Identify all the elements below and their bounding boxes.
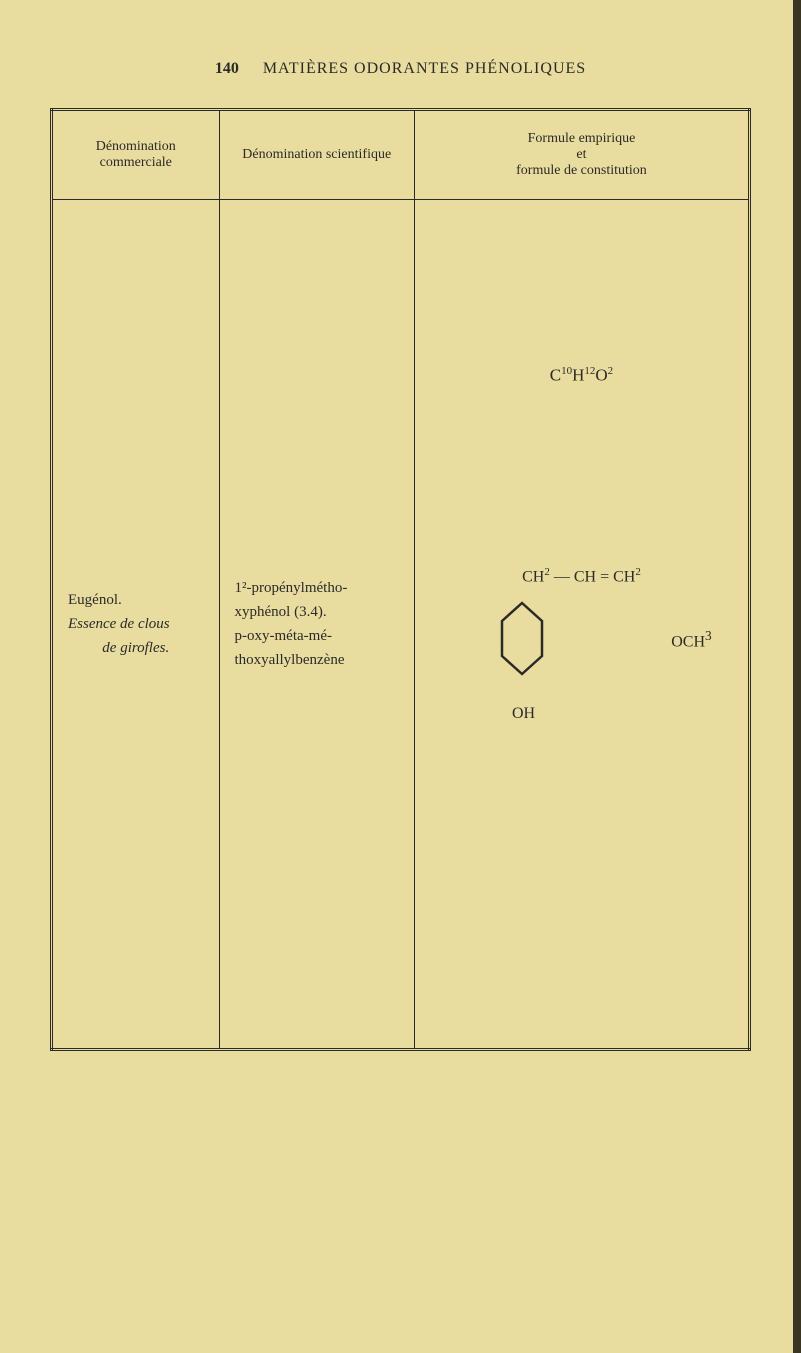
page-edge xyxy=(793,0,801,1353)
constitution-formula: CH2 — CH = CH2 xyxy=(450,566,713,586)
column-header-formula: Formule empirique et formule de constitu… xyxy=(414,110,749,200)
page-header: 140 MATIÈRES ODORANTES PHÉNOLIQUES xyxy=(50,60,751,78)
page-title: MATIÈRES ODORANTES PHÉNOLIQUES xyxy=(263,60,586,78)
cell-commercial: Eugénol. Essence de clous de girofles. xyxy=(52,200,220,1050)
empirical-formula: C10H12O2 xyxy=(450,365,713,386)
och-label: OCH3 xyxy=(671,628,711,651)
commercial-desc: Essence de clous xyxy=(68,612,204,636)
table-row: Eugénol. Essence de clous de girofles. 1… xyxy=(52,200,750,1050)
page-number: 140 xyxy=(215,60,239,78)
commercial-desc2: de girofles. xyxy=(68,636,204,660)
cell-formula: C10H12O2 CH2 — CH = CH2 OCH3 OH xyxy=(414,200,749,1050)
column-header-scientific: Dénomination scientifique xyxy=(219,110,414,200)
oh-label: OH xyxy=(512,705,713,723)
column-header-commercial: Dénomination commerciale xyxy=(52,110,220,200)
cell-scientific: 1²-propénylmétho- xyphénol (3.4). p-oxy-… xyxy=(219,200,414,1050)
commercial-name: Eugénol. xyxy=(68,588,204,612)
data-table: Dénomination commerciale Dénomination sc… xyxy=(50,108,751,1051)
benzene-ring-icon xyxy=(495,601,550,676)
